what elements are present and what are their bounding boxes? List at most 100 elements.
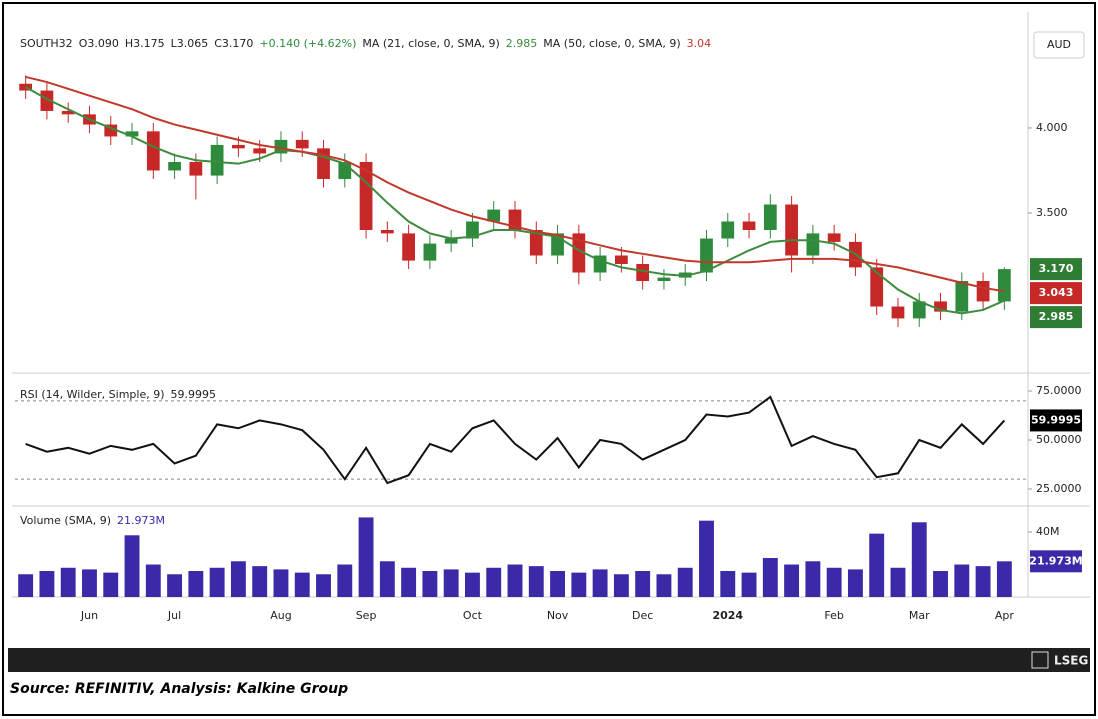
volume-bar (507, 564, 523, 597)
candle-body (104, 124, 118, 137)
currency-box (1033, 31, 1085, 59)
volume-bar (422, 571, 438, 597)
x-tick-label: 2024 (712, 609, 743, 622)
x-tick-label: Mar (909, 609, 930, 622)
candle-body (529, 229, 543, 256)
candle-body (742, 221, 756, 230)
candle-body (295, 139, 309, 149)
currency: AUD (1047, 38, 1071, 51)
volume-bar (465, 572, 480, 597)
volume-bar (230, 561, 246, 597)
volume-bar (401, 567, 417, 597)
volume-bar (911, 522, 927, 597)
price-badge (1030, 258, 1082, 281)
header-text: 2.985 (506, 37, 538, 50)
header-text: O3.090 (79, 37, 119, 50)
price-badge-label: 3.043 (1039, 286, 1074, 299)
header-text: L3.065 (171, 37, 209, 50)
candle-body (487, 209, 501, 222)
x-tick-label: Oct (463, 609, 483, 622)
candle-body (125, 131, 139, 137)
volume-bar (316, 574, 331, 597)
moving-average (25, 75, 1005, 293)
volume-bar (826, 567, 842, 597)
header-text: MA (21, close, 0, SMA, 9) (362, 37, 499, 50)
volume-bar (720, 571, 736, 597)
volume-bar (975, 566, 991, 597)
volume-bar (188, 571, 204, 597)
volume-bar (60, 567, 76, 597)
rsi-line (25, 395, 1006, 485)
x-tick-label: Nov (547, 609, 569, 622)
x-tick-label: Apr (995, 609, 1015, 622)
candle-body (955, 281, 969, 312)
price-badge (1030, 306, 1082, 329)
volume-bar (443, 569, 459, 597)
price-badge (1030, 282, 1082, 305)
price-badge-label: 3.170 (1039, 262, 1074, 275)
volume-bar (784, 564, 800, 597)
volume-bar (145, 564, 161, 597)
volume-bar (933, 571, 948, 597)
candle-body (189, 161, 203, 176)
volume-bar (656, 574, 672, 597)
y-tick-label: 75.0000 (1036, 384, 1082, 397)
candle-body (402, 233, 415, 261)
x-tick-label: Sep (356, 609, 377, 622)
volume-bar (741, 572, 757, 597)
volume-bar (890, 567, 906, 597)
candle-body (721, 221, 735, 239)
volume-bar (613, 574, 629, 597)
y-tick-label: 3.500 (1036, 206, 1068, 219)
x-tick-label: Dec (632, 609, 653, 622)
volume-bar (869, 533, 885, 597)
y-tick-label: 50.0000 (1036, 433, 1082, 446)
header-text: +0.140 (+4.62%) (259, 37, 356, 50)
candle-body (423, 243, 437, 261)
candle-body (146, 131, 160, 171)
price-badge (1030, 550, 1082, 573)
price-badge-label: 2.985 (1039, 310, 1074, 323)
volume-bar (677, 567, 693, 597)
volume-bar (294, 572, 310, 597)
x-tick-label: Jul (167, 609, 181, 622)
moving-average (25, 86, 1005, 315)
header-text: RSI (14, Wilder, Simple, 9) (20, 388, 165, 401)
x-tick-label: Aug (270, 609, 291, 622)
volume-bar (550, 571, 565, 597)
volume-bar (805, 561, 821, 597)
candle-body (317, 148, 330, 179)
candle-body (40, 90, 54, 111)
header-text: MA (50, close, 0, SMA, 9) (543, 37, 680, 50)
footer-bar (8, 648, 1090, 672)
price-badge-label: 59.9995 (1031, 413, 1081, 426)
candle-body (870, 267, 884, 307)
header-text: Volume (SMA, 9) (20, 514, 111, 527)
volume-bar (762, 558, 778, 597)
price-badge (1030, 409, 1082, 432)
price-badge-label: 21.973M (1029, 554, 1082, 567)
volume-bar (82, 569, 97, 597)
volume-bar (252, 566, 268, 597)
volume-bar (103, 572, 119, 597)
volume-bar (337, 564, 353, 597)
candle-body (466, 221, 479, 239)
x-tick-label: Feb (824, 609, 843, 622)
volume-bar (273, 569, 289, 597)
volume-bar (954, 564, 970, 597)
y-tick-label: 4.000 (1036, 121, 1068, 134)
header-text: C3.170 (214, 37, 253, 50)
volume-bar (486, 567, 502, 597)
x-tick-label: Jun (80, 609, 98, 622)
candle-body (827, 233, 841, 242)
volume-bar (18, 574, 34, 597)
candle-body (891, 306, 905, 319)
candle-body (976, 281, 990, 302)
candle-body (997, 269, 1011, 302)
source: Source: REFINITIV, Analysis: Kalkine Gro… (10, 681, 348, 697)
candle-body (763, 204, 777, 230)
candle-body (636, 264, 650, 282)
candle-body (232, 144, 245, 149)
